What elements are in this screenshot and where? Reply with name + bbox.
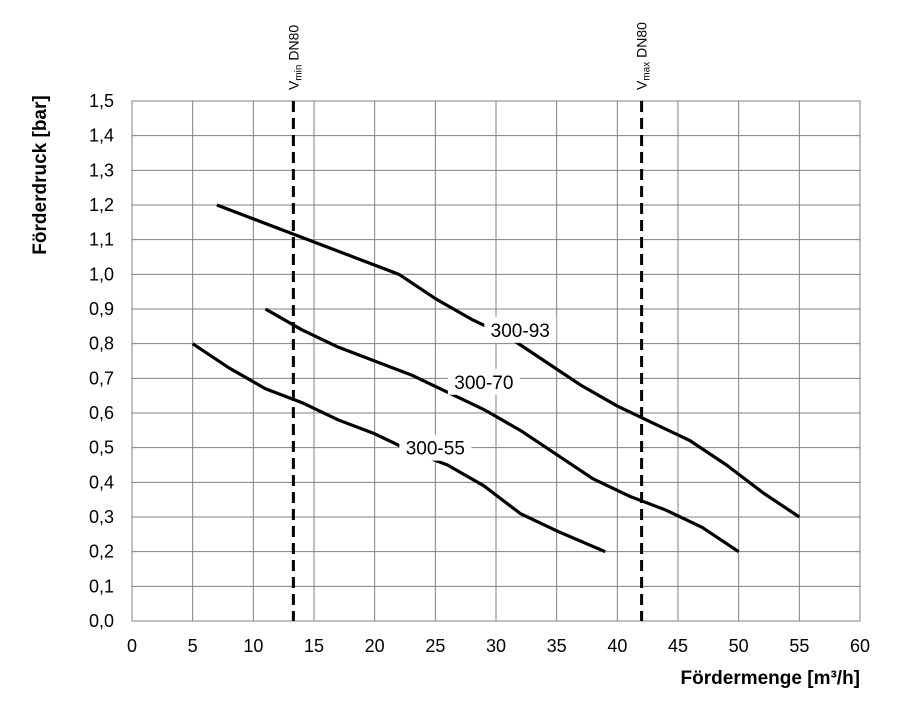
curve-label-300-70: 300-70: [454, 373, 513, 394]
y-tick-label: 1,1: [89, 230, 114, 250]
plot-area-border: [131, 100, 861, 622]
x-tick-label: 25: [425, 636, 445, 656]
x-tick-label: 20: [365, 636, 385, 656]
y-tick-label: 0,8: [89, 334, 114, 354]
y-tick-label: 0,0: [89, 611, 114, 631]
reference-label-min: Vmin DN80: [285, 25, 304, 90]
series-line-300-93: [216, 203, 801, 519]
series-line-300-70: [264, 307, 740, 553]
y-tick-label: 0,5: [89, 438, 114, 458]
x-axis-title: Fördermenge [m³/h]: [681, 668, 860, 689]
x-tick-label: 30: [486, 636, 506, 656]
x-axis-ticks: 0 5 10 15 20 25 30 35 40 45 50 55 60: [127, 636, 870, 656]
x-tick-label: 10: [243, 636, 263, 656]
series-line-300-55: [191, 342, 606, 554]
y-tick-label: 1,2: [89, 195, 114, 215]
y-axis-ticks: 0,0 0,1 0,2 0,3 0,4 0,5 0,6 0,7 0,8 0,9 1,0 1,1 1,2 1…: [89, 91, 114, 631]
curve-label-background: [484, 316, 557, 343]
y-tick-label: 1,3: [89, 160, 114, 180]
x-tick-label: 60: [850, 636, 870, 656]
grid: [131, 100, 861, 622]
y-tick-label: 1,4: [89, 126, 114, 146]
curve-label-background: [399, 434, 472, 461]
curve-labels: 300-93 300-70 300-55: [399, 316, 557, 461]
y-tick-label: 0,9: [89, 299, 114, 319]
reference-lines: Vmin DN80 Vmax DN80: [285, 22, 653, 621]
y-tick-label: 0,3: [89, 507, 114, 527]
x-tick-label: 40: [607, 636, 627, 656]
x-tick-label: 15: [304, 636, 324, 656]
x-tick-label: 0: [127, 636, 137, 656]
curve-label-300-93: 300-93: [491, 321, 550, 342]
x-tick-label: 5: [188, 636, 198, 656]
y-tick-label: 1,0: [89, 264, 114, 284]
curve-label-background: [447, 368, 520, 395]
y-tick-label: 0,2: [89, 542, 114, 562]
x-tick-label: 35: [547, 636, 567, 656]
y-tick-label: 1,5: [89, 91, 114, 111]
reference-label-max: Vmax DN80: [634, 22, 653, 90]
y-tick-label: 0,1: [89, 576, 114, 596]
x-tick-label: 55: [789, 636, 809, 656]
y-tick-label: 0,6: [89, 403, 114, 423]
y-tick-label: 0,7: [89, 368, 114, 388]
x-tick-label: 50: [729, 636, 749, 656]
y-tick-label: 0,4: [89, 472, 114, 492]
y-axis-title: Förderdruck [bar]: [30, 95, 51, 254]
x-tick-label: 45: [668, 636, 688, 656]
curve-label-300-55: 300-55: [406, 439, 465, 460]
